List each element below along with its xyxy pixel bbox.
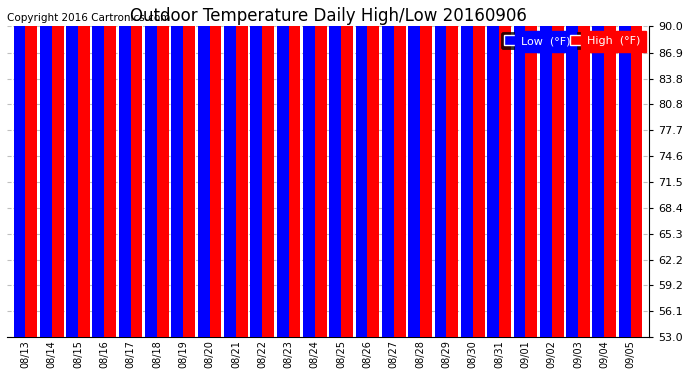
Bar (52, 0, 63, 337)
Bar (315, 0, 326, 337)
Bar (250, 0, 262, 337)
Bar (487, 0, 499, 337)
Bar (552, 0, 564, 337)
Bar (446, 0, 458, 337)
Bar (499, 0, 511, 337)
Text: Copyright 2016 Cartronics.com: Copyright 2016 Cartronics.com (7, 13, 170, 23)
Bar (171, 0, 184, 337)
Bar (184, 0, 195, 337)
Bar (224, 0, 236, 337)
Bar (631, 0, 642, 337)
Bar (130, 0, 142, 337)
Bar (26, 0, 37, 337)
Bar (236, 0, 248, 337)
Bar (355, 0, 368, 337)
Title: Outdoor Temperature Daily High/Low 20160906: Outdoor Temperature Daily High/Low 20160… (130, 7, 526, 25)
Bar (119, 0, 130, 337)
Legend: Low  (°F), High  (°F): Low (°F), High (°F) (501, 32, 644, 50)
Bar (341, 0, 353, 337)
Bar (408, 0, 420, 337)
Bar (66, 0, 78, 337)
Bar (198, 0, 210, 337)
Bar (368, 0, 380, 337)
Bar (525, 0, 538, 337)
Bar (92, 0, 104, 337)
Bar (566, 0, 578, 337)
Bar (14, 0, 26, 337)
Bar (473, 0, 484, 337)
Bar (145, 0, 157, 337)
Bar (420, 0, 432, 337)
Bar (604, 0, 616, 337)
Bar (619, 0, 631, 337)
Bar (461, 0, 473, 337)
Bar (262, 0, 274, 337)
Bar (394, 0, 406, 337)
Bar (157, 0, 169, 337)
Bar (78, 0, 90, 337)
Bar (303, 0, 315, 337)
Bar (210, 0, 221, 337)
Bar (513, 0, 525, 337)
Bar (578, 0, 590, 337)
Bar (540, 0, 552, 337)
Bar (288, 0, 300, 337)
Bar (382, 0, 394, 337)
Bar (277, 0, 288, 337)
Bar (40, 0, 52, 337)
Bar (435, 0, 446, 337)
Bar (329, 0, 341, 337)
Bar (593, 0, 604, 337)
Bar (104, 0, 116, 337)
